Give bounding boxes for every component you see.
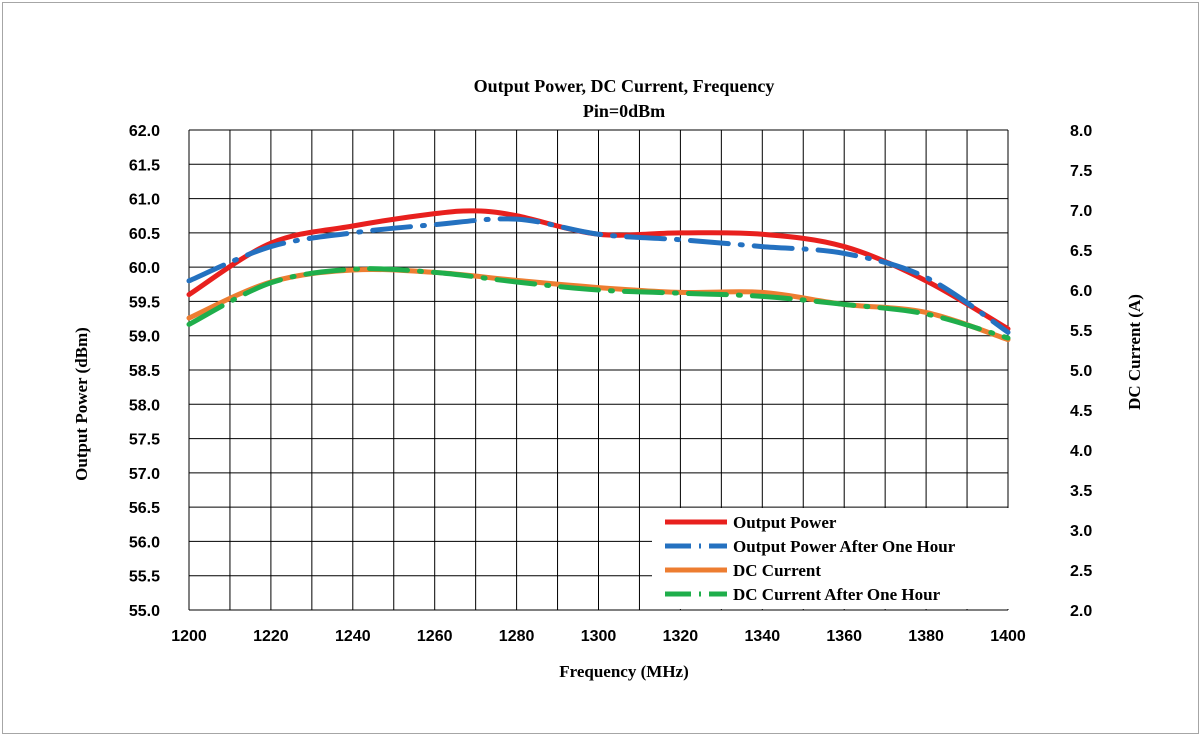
y-tick-label: 60.0 — [129, 260, 160, 277]
x-tick-label: 1220 — [253, 628, 289, 645]
x-tick-label: 1320 — [663, 628, 699, 645]
x-tick-label: 1340 — [745, 628, 781, 645]
x-tick-label: 1360 — [826, 628, 862, 645]
y2-tick-label: 5.5 — [1070, 323, 1092, 340]
legend: Output Power Output Power After One Hour D… — [652, 508, 1043, 609]
series-line-output-power-after-one-hour — [186, 216, 1011, 335]
y2-axis-ticks: 2.0 2.5 3.0 3.5 4.0 4.5 5.0 5.5 6.0 6.5 7.0 7.5 8.0 — [1070, 123, 1092, 620]
y2-tick-label: 7.5 — [1070, 163, 1092, 180]
y-tick-label: 56.0 — [129, 534, 160, 551]
x-tick-label: 1400 — [990, 628, 1026, 645]
y2-tick-label: 3.5 — [1070, 483, 1092, 500]
y-tick-label: 57.0 — [129, 466, 160, 483]
y2-tick-label: 6.5 — [1070, 243, 1092, 260]
y2-tick-label: 7.0 — [1070, 203, 1092, 220]
y-tick-label: 57.5 — [129, 432, 160, 449]
y-tick-label: 58.5 — [129, 363, 160, 380]
y-tick-label: 61.5 — [129, 157, 160, 174]
y-tick-label: 56.5 — [129, 500, 160, 517]
y-tick-label: 59.0 — [129, 329, 160, 346]
series-line-dc-current-after-one-hour — [186, 266, 1011, 341]
y-tick-label: 55.0 — [129, 603, 160, 620]
y-axis-ticks: 55.0 55.5 56.0 56.5 57.0 57.5 58.0 58.5 59.0 59.5… — [129, 123, 160, 620]
y2-tick-label: 8.0 — [1070, 123, 1092, 140]
legend-label: Output Power — [733, 513, 837, 532]
y2-tick-label: 3.0 — [1070, 523, 1092, 540]
x-tick-label: 1280 — [499, 628, 535, 645]
x-tick-label: 1300 — [581, 628, 617, 645]
y2-tick-label: 2.5 — [1070, 563, 1092, 580]
y2-tick-label: 5.0 — [1070, 363, 1092, 380]
y-tick-label: 61.0 — [129, 192, 160, 209]
series-lines — [186, 208, 1011, 343]
x-tick-label: 1240 — [335, 628, 371, 645]
chart-title: Output Power, DC Current, Frequency — [474, 76, 775, 96]
y-tick-label: 59.5 — [129, 294, 160, 311]
y2-tick-label: 2.0 — [1070, 603, 1092, 620]
y-axis-label: Output Power (dBm) — [72, 327, 91, 481]
y-tick-label: 62.0 — [129, 123, 160, 140]
y-tick-label: 58.0 — [129, 397, 160, 414]
y2-tick-label: 4.5 — [1070, 403, 1092, 420]
legend-label: DC Current After One Hour — [733, 585, 941, 604]
y2-tick-label: 6.0 — [1070, 283, 1092, 300]
x-tick-label: 1260 — [417, 628, 453, 645]
y2-tick-label: 4.0 — [1070, 443, 1092, 460]
y-tick-label: 60.5 — [129, 226, 160, 243]
x-tick-label: 1200 — [171, 628, 207, 645]
y-tick-label: 55.5 — [129, 569, 160, 586]
x-tick-label: 1380 — [908, 628, 944, 645]
y2-axis-label: DC Current (A) — [1125, 294, 1144, 410]
legend-label: Output Power After One Hour — [733, 537, 956, 556]
x-axis-label: Frequency (MHz) — [559, 662, 689, 681]
legend-label: DC Current — [733, 561, 821, 580]
x-axis-ticks: 1200 1220 1240 1260 1280 1300 1320 1340 1360 1380… — [171, 628, 1026, 645]
chart-subtitle: Pin=0dBm — [583, 101, 665, 121]
